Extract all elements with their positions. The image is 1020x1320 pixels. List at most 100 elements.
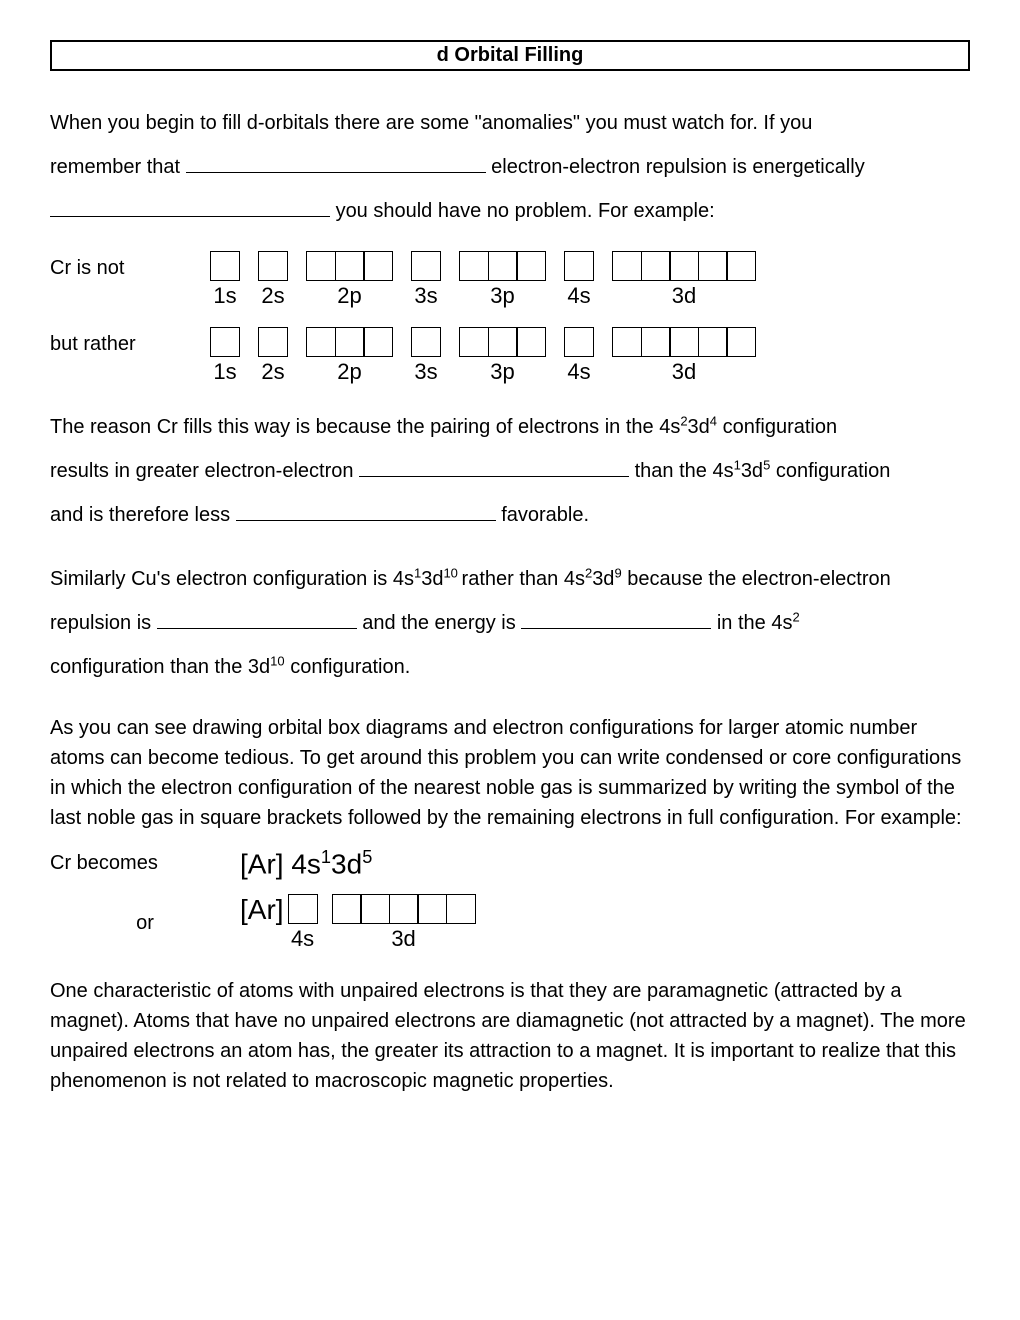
orbital-label: 3d [391, 926, 415, 952]
orbital-box[interactable] [363, 251, 393, 281]
orbital-group-2s: 2s [258, 251, 288, 309]
orbital-boxes [411, 251, 441, 281]
orbital-box[interactable] [306, 327, 336, 357]
orbital-box[interactable] [488, 251, 518, 281]
p2-t4: results in greater electron-electron [50, 460, 359, 482]
para5: One characteristic of atoms with unpaire… [50, 976, 970, 1096]
condensed-notation: [Ar] 4s13d5 [240, 847, 372, 880]
worksheet-page: d Orbital Filling When you begin to fill… [0, 0, 1020, 1146]
orbital-box[interactable] [332, 894, 362, 924]
orbital-box[interactable] [258, 251, 288, 281]
cond2-label: or [50, 912, 240, 935]
orbital-boxes [459, 251, 546, 281]
orbital-boxes [210, 251, 240, 281]
orbital-set-2: 1s2s2p3s3p4s3d [210, 327, 756, 385]
orbital-box[interactable] [698, 251, 728, 281]
blank-1[interactable] [186, 152, 486, 173]
orbital-box[interactable] [698, 327, 728, 357]
orbital-group-4s: 4s [564, 327, 594, 385]
orbital-label: 2p [337, 359, 361, 385]
orbital-boxes [306, 327, 393, 357]
orbital-box[interactable] [459, 327, 489, 357]
orbital-box[interactable] [446, 894, 476, 924]
orbital-box[interactable] [459, 251, 489, 281]
orbital-box[interactable] [564, 327, 594, 357]
orbital-boxes [210, 327, 240, 357]
p2-t8: and is therefore less [50, 504, 236, 526]
p3-t3: rather than 4s [462, 568, 585, 590]
orbital-box[interactable] [488, 327, 518, 357]
orbital-box[interactable] [411, 327, 441, 357]
orbital-label: 3p [490, 283, 514, 309]
orbital-group-4s: 4s [288, 894, 318, 952]
orbital-box[interactable] [210, 251, 240, 281]
orbital-box[interactable] [641, 327, 671, 357]
orbital-group-2p: 2p [306, 327, 393, 385]
orbital-box[interactable] [564, 251, 594, 281]
orbital-box[interactable] [669, 327, 699, 357]
cond1-label: Cr becomes [50, 852, 240, 875]
orbital-box[interactable] [417, 894, 447, 924]
blank-4[interactable] [236, 500, 496, 521]
orbital-group-1s: 1s [210, 327, 240, 385]
orbital-box[interactable] [306, 251, 336, 281]
ar-bracket-2: [Ar] [240, 894, 284, 926]
orbital-group-3s: 3s [411, 251, 441, 309]
orbital-group-3d: 3d [332, 894, 476, 952]
p3-t7: and the energy is [357, 612, 522, 634]
p3-t8: in the 4s [711, 612, 792, 634]
orbital-box[interactable] [516, 251, 546, 281]
orbital-label: 3p [490, 359, 514, 385]
p2-t1: The reason Cr fills this way is because … [50, 416, 680, 438]
orbital-label: 4s [567, 283, 590, 309]
orbital-label: 3s [414, 283, 437, 309]
orbital-box[interactable] [516, 327, 546, 357]
row2-label: but rather [50, 327, 210, 356]
orbital-box[interactable] [335, 327, 365, 357]
orbital-boxes [258, 327, 288, 357]
orbital-box[interactable] [363, 327, 393, 357]
orbital-label: 2s [261, 283, 284, 309]
blank-5[interactable] [157, 608, 357, 629]
orbital-boxes [332, 894, 476, 924]
orbital-box[interactable] [641, 251, 671, 281]
para4: As you can see drawing orbital box diagr… [50, 713, 970, 833]
orbital-group-2s: 2s [258, 327, 288, 385]
orbital-box[interactable] [726, 251, 756, 281]
orbital-box[interactable] [335, 251, 365, 281]
orbital-box[interactable] [612, 327, 642, 357]
orbital-label: 1s [213, 359, 236, 385]
orbital-row-1: Cr is not 1s2s2p3s3p4s3d [50, 251, 970, 309]
orbital-label: 3d [672, 283, 696, 309]
blank-6[interactable] [521, 608, 711, 629]
p3-t2: 3d [421, 568, 443, 590]
orbital-box[interactable] [389, 894, 419, 924]
orbital-box[interactable] [210, 327, 240, 357]
blank-2[interactable] [50, 196, 330, 217]
p3-t9: configuration than the 3d [50, 656, 270, 678]
p2-t9: favorable. [496, 504, 589, 526]
p2-t6: 3d [741, 460, 763, 482]
cs1: 1 [321, 847, 331, 867]
p3-s4: 9 [614, 565, 621, 580]
p2-s3: 1 [734, 457, 741, 472]
p3-t1: Similarly Cu's electron configuration is… [50, 568, 414, 590]
orbital-box[interactable] [669, 251, 699, 281]
orbital-box[interactable] [726, 327, 756, 357]
orbital-box[interactable] [288, 894, 318, 924]
orbital-box[interactable] [360, 894, 390, 924]
condensed-boxes: [Ar] 4s 3d [240, 894, 476, 952]
orbital-box[interactable] [258, 327, 288, 357]
p3-t6: repulsion is [50, 612, 157, 634]
orbital-boxes [258, 251, 288, 281]
para2: The reason Cr fills this way is because … [50, 405, 970, 537]
p3-s2: 10 [443, 565, 461, 580]
orbital-label: 2s [261, 359, 284, 385]
orbital-boxes [411, 327, 441, 357]
orbital-box[interactable] [612, 251, 642, 281]
p2-t7: configuration [770, 460, 890, 482]
blank-3[interactable] [359, 456, 629, 477]
orbital-box[interactable] [411, 251, 441, 281]
condensed-row-2: or [Ar] 4s 3d [50, 894, 970, 952]
p2-s1: 2 [680, 413, 687, 428]
